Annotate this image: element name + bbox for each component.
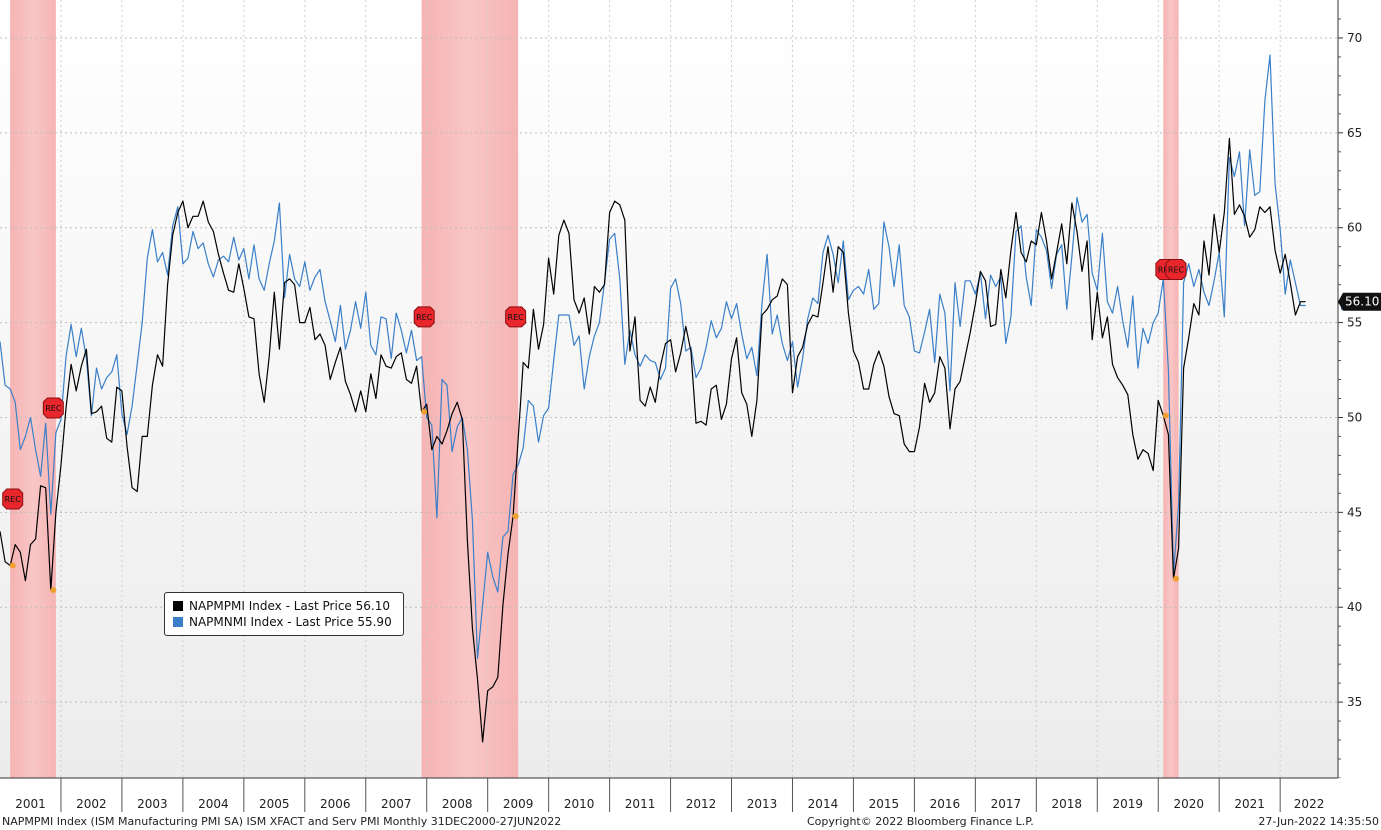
rec-marker-2020-end-octagon [1165,258,1187,280]
y-tick-label-55: 55 [1347,316,1362,330]
legend-row-nmi: NAPMNMI Index - Last Price 55.90 [173,614,395,630]
x-tick-label-2021: 2021 [1234,797,1265,811]
rec-marker-2009-end-label: REC [508,313,525,322]
grid-lines [0,0,1338,778]
recession-end-dot-0 [50,587,57,594]
plot-background [0,0,1338,778]
y-tick-label-35: 35 [1347,695,1362,709]
recession-band-0 [10,0,56,778]
rec-marker-2001-start: REC [2,488,24,510]
y-tick-label-50: 50 [1347,410,1362,424]
rec-marker-2001-start-label: REC [5,495,22,504]
y-axis: 35 40 45 50 55 60 65 70 [1337,0,1381,779]
x-tick-label-2022: 2022 [1294,797,1325,811]
recession-end-dot-1 [512,513,519,520]
legend-swatch-pmi [173,601,183,611]
footer-description: NAPMPMI Index (ISM Manufacturing PMI SA)… [2,815,562,828]
x-tick-label-2020: 2020 [1173,797,1204,811]
recession-markers: RECRECRECRECRECREC [2,258,1187,594]
x-tick-label-2011: 2011 [625,797,656,811]
rec-marker-2020-end-label: REC [1168,265,1185,274]
legend-label-nmi: NAPMNMI Index - Last Price 55.90 [189,615,392,629]
legend-swatch-nmi [173,617,183,627]
footer: NAPMPMI Index (ISM Manufacturing PMI SA)… [0,812,1381,830]
x-tick-label-2007: 2007 [381,797,412,811]
x-tick-label-2013: 2013 [747,797,778,811]
x-tick-label-2009: 2009 [503,797,534,811]
series-lines [0,54,1306,743]
x-tick-label-2015: 2015 [869,797,900,811]
y-tick-label-45: 45 [1347,505,1362,519]
rec-marker-2001-end: REC [42,397,64,419]
recession-band-2 [1163,0,1179,778]
recession-start-dot-0 [9,562,16,569]
y-tick-label-70: 70 [1347,31,1362,45]
legend-row-pmi: NAPMPMI Index - Last Price 56.10 [173,598,395,614]
x-axis-background [0,778,1381,812]
rec-marker-2001-end-label: REC [45,404,62,413]
x-tick-label-2006: 2006 [320,797,351,811]
recession-band-1 [421,0,519,778]
legend: NAPMPMI Index - Last Price 56.10 NAPMNMI… [164,592,404,636]
x-tick-label-2004: 2004 [198,797,229,811]
x-tick-label-2002: 2002 [76,797,107,811]
recession-start-dot-2 [1162,412,1169,419]
y-tick-label-65: 65 [1347,126,1362,140]
x-tick-label-2003: 2003 [137,797,168,811]
rec-marker-2001-start-octagon [2,488,24,510]
x-tick-label-2012: 2012 [686,797,717,811]
rec-marker-2008-start-label: REC [416,313,433,322]
rec-marker-2020-end: REC [1165,258,1187,280]
series-line-nmi [0,54,1306,660]
x-tick-label-2008: 2008 [442,797,473,811]
footer-timestamp: 27-Jun-2022 14:35:50 [1258,815,1379,828]
last-value-tag: 56.10 [1338,292,1381,311]
x-tick-label-2016: 2016 [930,797,961,811]
x-tick-label-2017: 2017 [991,797,1022,811]
recession-bands [10,0,1179,778]
last-value-tag-box [1338,292,1381,311]
series-line-pmi [0,137,1306,743]
x-tick-label-2010: 2010 [564,797,595,811]
x-tick-label-2001: 2001 [15,797,46,811]
y-tick-label-60: 60 [1347,221,1362,235]
rec-marker-2008-start: REC [413,306,435,328]
y-axis-background [1338,0,1381,778]
recession-end-dot-2 [1173,575,1180,582]
legend-label-pmi: NAPMPMI Index - Last Price 56.10 [189,599,390,613]
x-axis: 2001 2002 2003 2004 2005 2006 2007 2008 2009 2010… [0,777,1381,812]
rec-marker-2001-end-octagon [42,397,64,419]
x-tick-label-2019: 2019 [1112,797,1143,811]
y-tick-label-40: 40 [1347,600,1362,614]
x-tick-label-2018: 2018 [1052,797,1083,811]
x-tick-label-2014: 2014 [808,797,839,811]
rec-marker-2008-start-octagon [413,306,435,328]
footer-copyright: Copyright© 2022 Bloomberg Finance L.P. [807,815,1034,828]
x-tick-label-2005: 2005 [259,797,290,811]
last-value-tag-text: 56.10 [1345,295,1379,309]
rec-marker-2009-end-octagon [505,306,527,328]
recession-start-dot-1 [421,408,428,415]
rec-marker-2009-end: REC [505,306,527,328]
